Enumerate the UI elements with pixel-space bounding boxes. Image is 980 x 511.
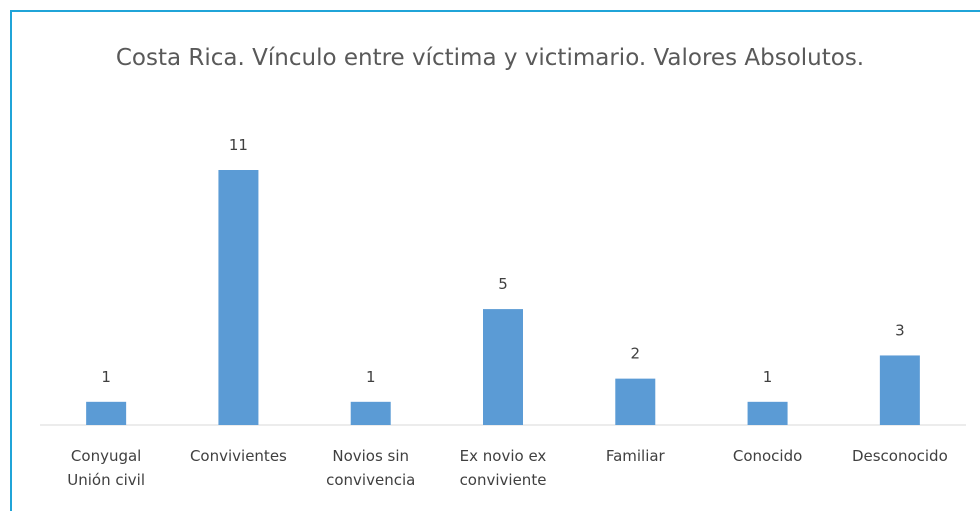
data-label: 3 — [895, 321, 905, 339]
data-label: 11 — [229, 136, 248, 154]
x-tick-line: Desconocido — [852, 447, 948, 465]
data-label: 5 — [498, 275, 508, 293]
x-tick-line: Novios sin — [332, 447, 409, 465]
bar — [218, 170, 259, 425]
x-tick-label: Familiar — [606, 447, 666, 465]
x-tick-line: Unión civil — [67, 471, 145, 489]
data-label: 1 — [763, 368, 773, 386]
data-label: 1 — [101, 368, 111, 386]
bar — [350, 401, 391, 425]
bar — [86, 401, 127, 425]
x-tick-line: Conocido — [733, 447, 802, 465]
x-tick-label: Conocido — [733, 447, 802, 465]
bar — [483, 309, 523, 425]
x-tick-label: Convivientes — [190, 447, 287, 465]
chart-title: Costa Rica. Vínculo entre víctima y vict… — [115, 45, 865, 71]
bar — [747, 401, 788, 425]
x-tick-line: Ex novio ex — [460, 447, 547, 465]
x-tick-label: Ex novio ex conviviente — [460, 447, 547, 489]
x-tick-label: Conyugal Unión civil — [67, 447, 145, 489]
bar — [615, 378, 656, 425]
x-tick-line: Conyugal — [71, 447, 141, 465]
x-tick-label: Novios sin convivencia — [326, 447, 415, 489]
x-tick-line: Convivientes — [190, 447, 287, 465]
chart-frame — [10, 10, 980, 511]
x-tick-line: Familiar — [606, 447, 666, 465]
x-tick-line: conviviente — [460, 471, 547, 489]
data-label: 1 — [366, 368, 376, 386]
data-label: 2 — [631, 345, 641, 363]
bar — [879, 355, 920, 425]
x-tick-label: Desconocido — [852, 447, 948, 465]
x-tick-line: convivencia — [326, 471, 415, 489]
